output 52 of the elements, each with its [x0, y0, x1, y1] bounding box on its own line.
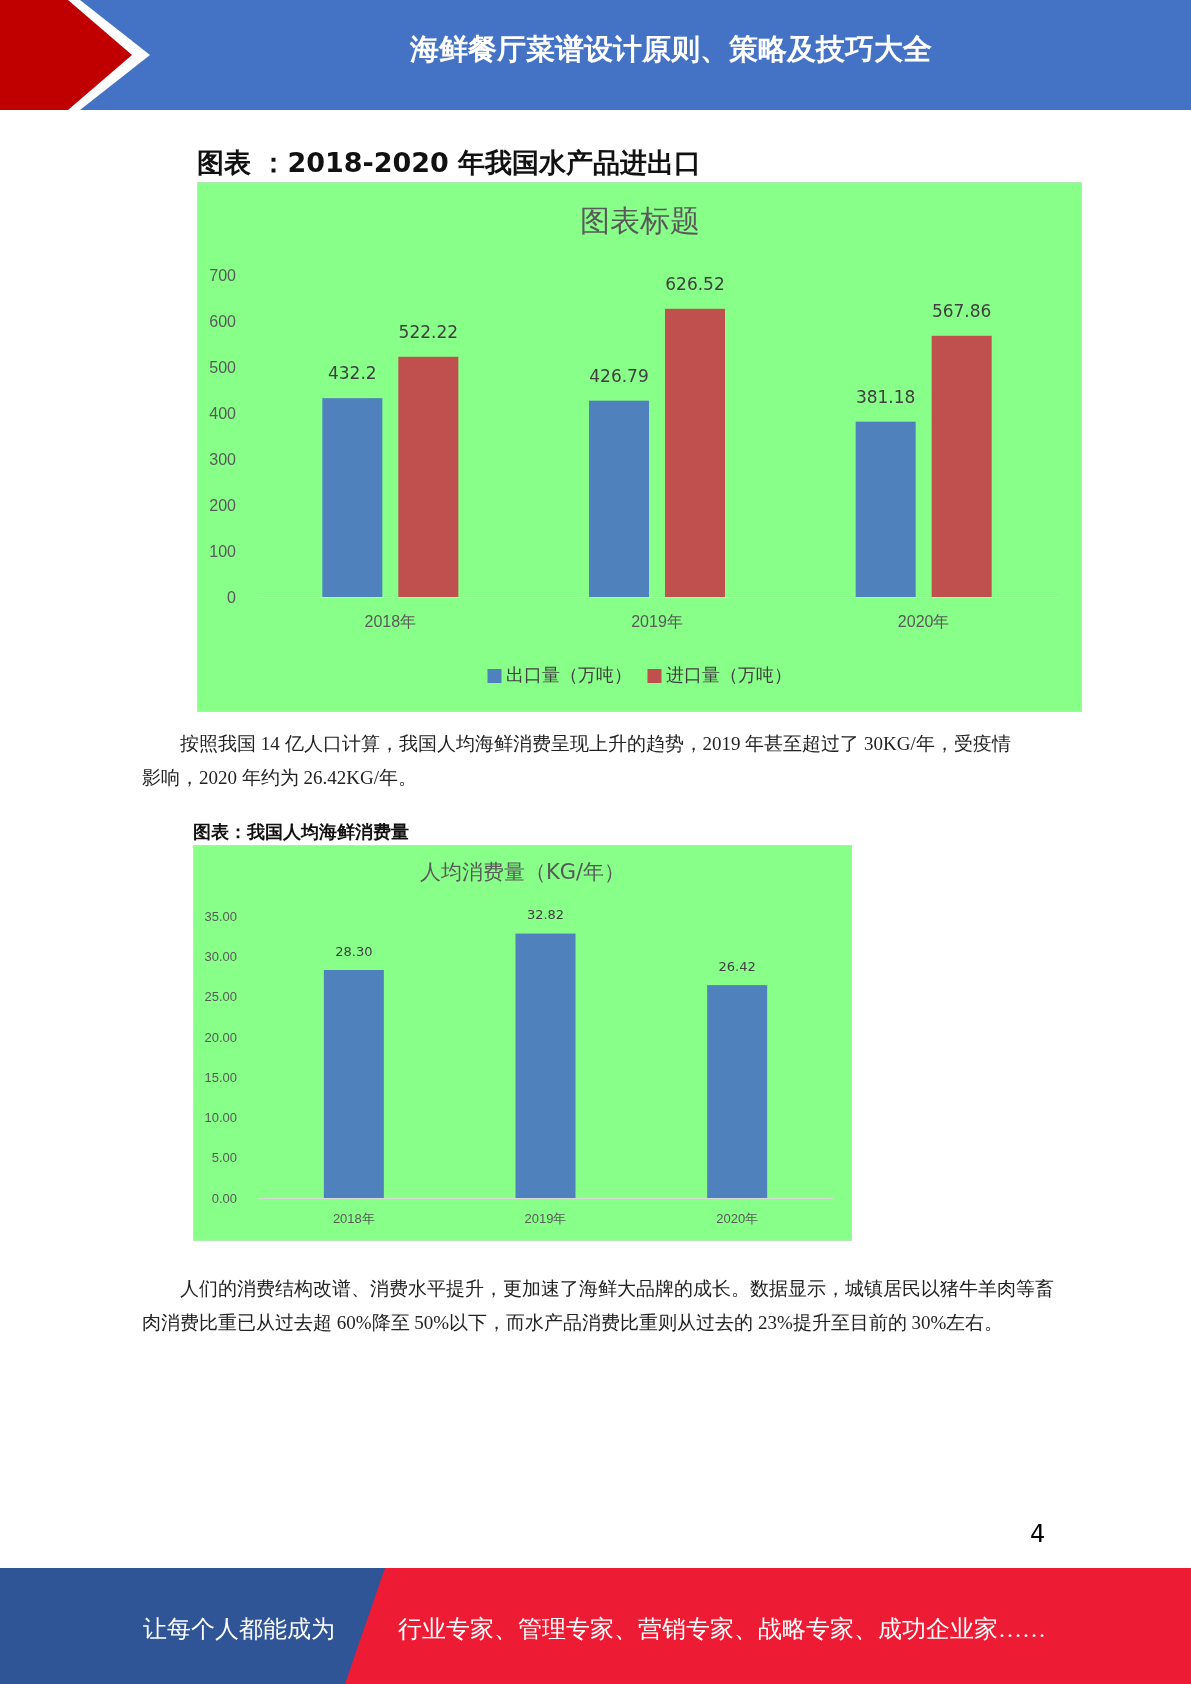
y-tick-label: 5.00 — [211, 1150, 237, 1166]
text: 4 — [1030, 1520, 1046, 1548]
x-tick-label: 2019年 — [524, 1210, 567, 1226]
bar — [515, 933, 576, 1198]
data-label: 432.2 — [328, 363, 377, 384]
y-tick-label: 30.00 — [204, 948, 237, 964]
bar — [322, 398, 383, 597]
data-label: 28.30 — [335, 943, 373, 959]
x-tick-label: 2020年 — [897, 613, 950, 631]
data-label: 567.86 — [931, 301, 992, 322]
y-tick-label: 0.00 — [211, 1190, 237, 1206]
y-tick-label: 400 — [209, 404, 237, 422]
chart-title: 图表 ：2018-2020 年我国水产品进出口 — [197, 146, 702, 180]
y-tick-label: 600 — [209, 312, 237, 330]
bar — [323, 969, 384, 1198]
text: 按照我国 14 亿人口计算，我国人均海鲜消费呈现上升的趋势，2019 年甚至超过了 30KG/年，受疫情影响，2020 年约为 26.42KG/年。 — [142, 732, 1012, 790]
chart-subtitle: 人均消费量（KG/年） — [419, 860, 626, 884]
data-label: 26.42 — [718, 958, 756, 974]
y-tick-label: 25.00 — [204, 989, 237, 1005]
y-tick-label: 200 — [209, 496, 237, 514]
x-tick-label: 2020年 — [716, 1210, 759, 1226]
legend-label: 进口量（万吨） — [665, 664, 792, 685]
y-tick-label: 35.00 — [204, 908, 237, 924]
x-tick-label: 2018年 — [364, 613, 417, 631]
data-label: 626.52 — [665, 274, 725, 295]
bar — [665, 308, 725, 597]
y-tick-label: 10.00 — [204, 1110, 237, 1126]
bar — [398, 356, 459, 597]
text: 海鲜餐厅菜谱设计原则、策略及技巧大全 — [408, 31, 933, 68]
bar — [589, 400, 649, 597]
y-tick-label: 20.00 — [204, 1029, 237, 1045]
text: 人们的消费结构改谱、消费水平提升，更加速了海鲜大品牌的成长。数据显示，城镇居民以猪牛羊肉等畜肉消费比重已从过去超 60%降至 50%以下，而水产品消费比重则从过去的 23%提升至目前的 30%左右。 — [142, 1277, 1055, 1335]
bar — [855, 421, 916, 597]
bar — [707, 985, 768, 1198]
y-tick-label: 100 — [209, 542, 237, 560]
y-tick-label: 500 — [209, 358, 237, 376]
y-tick-label: 700 — [209, 266, 237, 284]
data-label: 426.79 — [589, 365, 649, 386]
bar — [931, 335, 992, 597]
y-tick-label: 300 — [209, 450, 237, 468]
data-label: 522.22 — [398, 322, 459, 343]
text: 行业专家、管理专家、营销专家、战略专家、成功企业家…… — [398, 1615, 1046, 1644]
chart-subtitle: 图表标题 — [579, 202, 700, 238]
text: 让每个人都能成为 — [143, 1615, 335, 1644]
chart-title: 图表：我国人均海鲜消费量 — [193, 820, 409, 844]
data-label: 381.18 — [855, 386, 916, 407]
data-label: 32.82 — [526, 907, 565, 923]
y-tick-label: 15.00 — [204, 1069, 237, 1085]
legend-label: 出口量（万吨） — [505, 664, 632, 685]
y-tick-label: 0 — [227, 588, 237, 606]
x-tick-label: 2018年 — [332, 1210, 375, 1226]
x-tick-label: 2019年 — [631, 613, 683, 631]
